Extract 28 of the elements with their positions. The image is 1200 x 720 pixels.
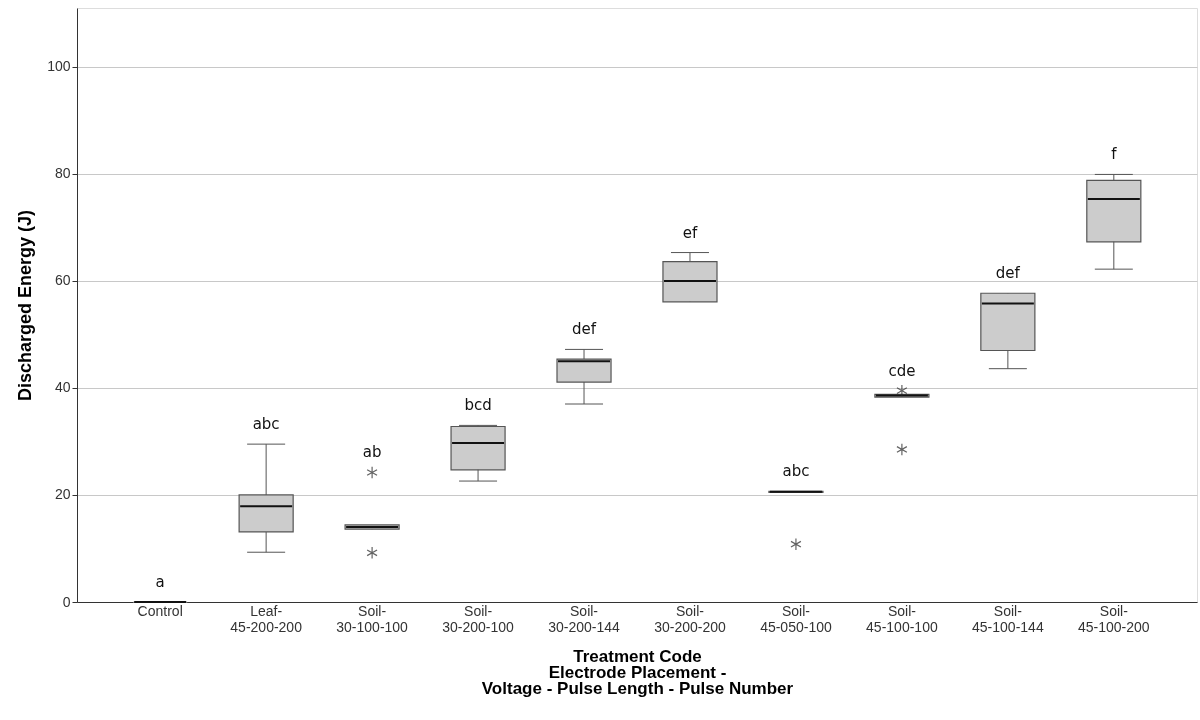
x-tick-label: Soil-30-100-100 [336,602,409,635]
x-tick-label: Soil-30-200-144 [548,602,621,635]
x-tick-label: Soil-30-200-200 [654,602,726,635]
y-tick-label: 60 [54,272,71,289]
y-tick-label: 0 [62,593,71,610]
x-tick-label: Leaf-45-200-200 [230,602,303,635]
x-tick-label: Control [137,602,183,619]
annotation: def [995,264,1021,283]
y-tick-label: 80 [54,165,71,182]
annotation: abc [782,462,810,481]
y-tick-label: 40 [54,379,71,396]
x-tick-label: Soil-45-100-144 [972,602,1044,635]
annotation: def [572,320,597,339]
x-axis-title: Treatment Code Electrode Placement - Voltage - Pulse Length - Pulse Number [481,646,794,698]
x-tick-label: Soil-30-200-100 [442,602,515,635]
x-tick-label: Soil-45-050-100 [760,602,832,635]
annotation: abc [252,415,280,434]
annotation: f [1111,145,1118,164]
annotation: ab [362,443,382,462]
y-axis-title: Discharged Energy (J) [15,209,36,402]
annotation: cde [888,361,916,380]
y-tick-label: 100 [47,58,71,75]
annotation: bcd [464,396,492,415]
annotation: ef [682,223,698,242]
x-tick-label: Soil-45-100-100 [866,602,938,635]
y-tick-label: 20 [54,486,71,503]
annotation: a [155,573,165,591]
x-tick-label: Soil-45-100-200 [1078,602,1150,635]
